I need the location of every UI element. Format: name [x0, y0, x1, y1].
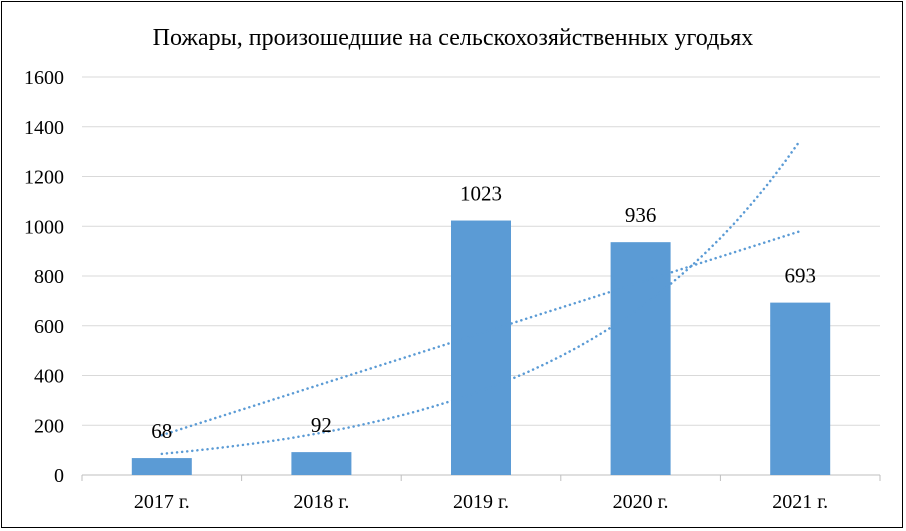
y-tick-label: 1200: [24, 167, 64, 189]
x-tick-label: 2017 г.: [134, 491, 190, 513]
data-label: 936: [625, 203, 657, 227]
data-label: 1023: [460, 182, 502, 206]
y-tick-label: 400: [34, 366, 64, 388]
trendlines: [160, 139, 802, 456]
linear-trendline: [160, 229, 802, 437]
bar: [610, 242, 671, 475]
x-tick-label: 2019 г.: [453, 491, 509, 513]
y-axis-ticks: 0 200 400 600 800 1000 1200 1400 1600: [24, 67, 64, 487]
bars: [131, 220, 831, 475]
y-tick-label: 200: [34, 415, 64, 437]
chart-title: Пожары, произошедшие на сельскохозяйстве…: [153, 25, 754, 51]
data-label: 92: [311, 413, 332, 437]
bar: [451, 220, 511, 475]
data-labels: 68 92 1023 936 693: [151, 182, 816, 444]
bar: [770, 302, 831, 475]
y-tick-label: 1000: [24, 216, 64, 238]
data-label: 693: [784, 264, 816, 288]
x-tick-label: 2018 г.: [293, 491, 349, 513]
x-axis-ticks: 2017 г. 2018 г. 2019 г. 2020 г. 2021 г.: [134, 491, 828, 513]
y-tick-label: 1400: [24, 117, 64, 139]
x-tick-label: 2021 г.: [772, 491, 828, 513]
exponential-trendline: [160, 139, 802, 456]
y-tick-label: 0: [54, 465, 64, 487]
y-tick-label: 600: [34, 316, 64, 338]
x-tick-label: 2020 г.: [613, 491, 669, 513]
y-tick-label: 800: [34, 266, 64, 288]
data-label: 68: [151, 419, 172, 443]
y-tick-label: 1600: [24, 67, 64, 89]
bar: [131, 458, 192, 475]
bar: [291, 452, 352, 475]
